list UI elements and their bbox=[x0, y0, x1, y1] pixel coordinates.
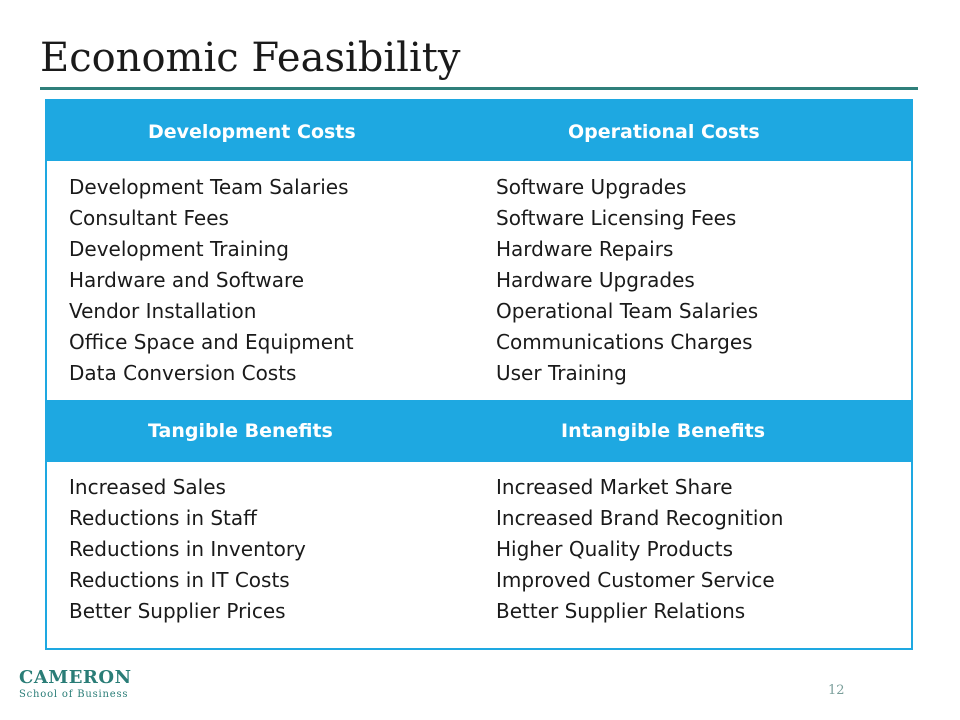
list-item: Office Space and Equipment bbox=[69, 330, 354, 354]
title-divider bbox=[40, 87, 918, 90]
cameron-logo: CAMERON School of Business bbox=[19, 668, 132, 702]
logo-name: CAMERON bbox=[19, 667, 132, 688]
development-costs-list: Development Team Salaries Consultant Fee… bbox=[69, 172, 354, 389]
list-item: Software Upgrades bbox=[496, 175, 687, 199]
list-item: Reductions in IT Costs bbox=[69, 568, 290, 592]
intangible-benefits-list: Increased Market Share Increased Brand R… bbox=[496, 472, 783, 627]
list-item: Increased Market Share bbox=[496, 475, 733, 499]
list-item: Data Conversion Costs bbox=[69, 361, 297, 385]
list-item: Reductions in Inventory bbox=[69, 537, 306, 561]
development-costs-heading: Development Costs bbox=[148, 121, 356, 143]
slide-title: Economic Feasibility bbox=[40, 35, 461, 81]
list-item: Software Licensing Fees bbox=[496, 206, 737, 230]
costs-header-band: Development Costs Operational Costs bbox=[47, 101, 911, 161]
cost-benefit-table: Development Costs Operational Costs Deve… bbox=[45, 99, 913, 650]
list-item: Communications Charges bbox=[496, 330, 753, 354]
intangible-benefits-heading: Intangible Benefits bbox=[561, 420, 766, 442]
list-item: Increased Sales bbox=[69, 475, 226, 499]
list-item: Reductions in Staff bbox=[69, 506, 257, 530]
operational-costs-heading: Operational Costs bbox=[568, 121, 760, 143]
list-item: Better Supplier Prices bbox=[69, 599, 286, 623]
list-item: Development Team Salaries bbox=[69, 175, 349, 199]
tangible-benefits-list: Increased Sales Reductions in Staff Redu… bbox=[69, 472, 306, 627]
list-item: Hardware Upgrades bbox=[496, 268, 695, 292]
benefits-header-band: Tangible Benefits Intangible Benefits bbox=[47, 400, 911, 462]
list-item: Higher Quality Products bbox=[496, 537, 734, 561]
list-item: Hardware Repairs bbox=[496, 237, 674, 261]
list-item: Better Supplier Relations bbox=[496, 599, 746, 623]
list-item: Vendor Installation bbox=[69, 299, 257, 323]
page-number: 12 bbox=[828, 683, 845, 698]
logo-subtitle: School of Business bbox=[19, 689, 129, 700]
list-item: Operational Team Salaries bbox=[496, 299, 759, 323]
list-item: Development Training bbox=[69, 237, 289, 261]
list-item: Consultant Fees bbox=[69, 206, 229, 230]
list-item: Increased Brand Recognition bbox=[496, 506, 784, 530]
list-item: Improved Customer Service bbox=[496, 568, 775, 592]
tangible-benefits-heading: Tangible Benefits bbox=[148, 420, 333, 442]
operational-costs-list: Software Upgrades Software Licensing Fee… bbox=[496, 172, 758, 389]
list-item: User Training bbox=[496, 361, 627, 385]
list-item: Hardware and Software bbox=[69, 268, 305, 292]
